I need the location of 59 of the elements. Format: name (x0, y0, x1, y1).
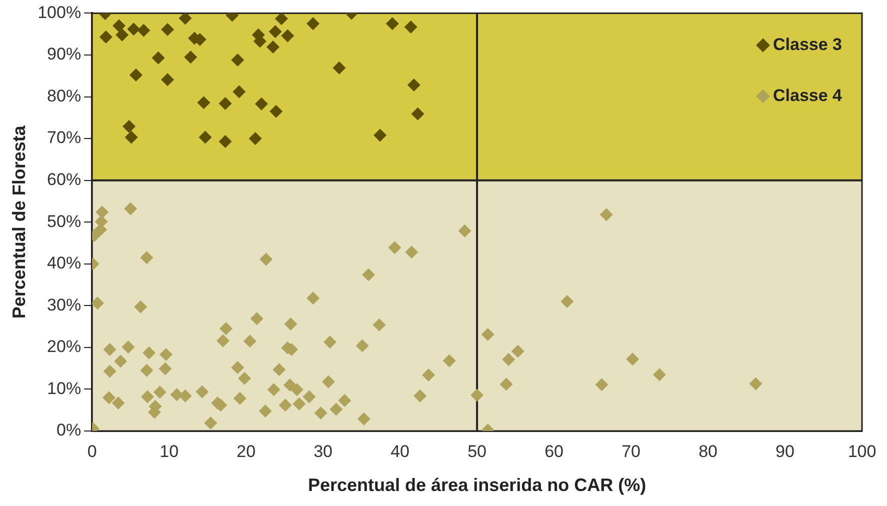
point (116, 28, 129, 42)
point (231, 53, 244, 66)
y-axis-title: Percentual de Floresta (8, 124, 29, 319)
point (122, 120, 136, 133)
point (254, 97, 268, 110)
x-tick-label: 70 (622, 442, 640, 461)
point (407, 78, 420, 92)
x-tick-label: 90 (776, 442, 794, 461)
legend-label: Classe 4 (773, 86, 843, 105)
point (152, 51, 165, 64)
point (411, 107, 424, 120)
x-tick-label: 40 (390, 442, 410, 461)
y-tick-label: 10% (47, 378, 82, 398)
point (197, 96, 210, 110)
point (184, 50, 198, 64)
point (137, 24, 150, 37)
x-tick-label: 80 (698, 442, 718, 461)
point (127, 22, 140, 36)
point (129, 68, 142, 82)
point (248, 132, 262, 146)
point (332, 61, 346, 74)
y-tick-label: 50% (47, 212, 82, 231)
point (274, 13, 288, 26)
y-tick-label: 90% (47, 44, 82, 64)
point (386, 17, 399, 30)
point (161, 73, 174, 86)
y-tick-label: 100% (38, 2, 82, 22)
y-tick-label: 70% (47, 128, 82, 148)
point (112, 19, 126, 32)
y-tick-label: 20% (47, 337, 82, 356)
point (198, 130, 212, 144)
y-tick-label: 40% (47, 254, 82, 273)
y-tick-label: 0% (56, 420, 82, 440)
point (374, 128, 387, 142)
point (281, 29, 294, 42)
y-tick-label: 30% (47, 295, 82, 314)
point (232, 85, 246, 98)
x-tick-label: 20 (236, 442, 256, 461)
point (218, 134, 232, 148)
x-axis-title: Percentual de área inserida no CAR (%) (308, 475, 646, 496)
x-tick-label: 50 (468, 442, 486, 461)
point (270, 104, 283, 118)
point (124, 130, 138, 144)
x-tick-label: 30 (314, 442, 333, 461)
point (161, 22, 174, 36)
x-tick-label: 10 (160, 442, 179, 461)
point (99, 30, 112, 44)
y-tick-label: 80% (47, 86, 82, 106)
point (404, 20, 418, 34)
x-tick-label: 60 (544, 442, 564, 461)
point (178, 13, 192, 25)
x-tick-label: 0 (87, 442, 97, 461)
x-tick-label: 100 (848, 442, 876, 461)
point (266, 40, 280, 54)
point (306, 17, 320, 30)
legend-label: Classe 3 (773, 34, 842, 54)
point (268, 25, 282, 38)
point (218, 96, 232, 110)
y-tick-label: 60% (47, 170, 82, 190)
